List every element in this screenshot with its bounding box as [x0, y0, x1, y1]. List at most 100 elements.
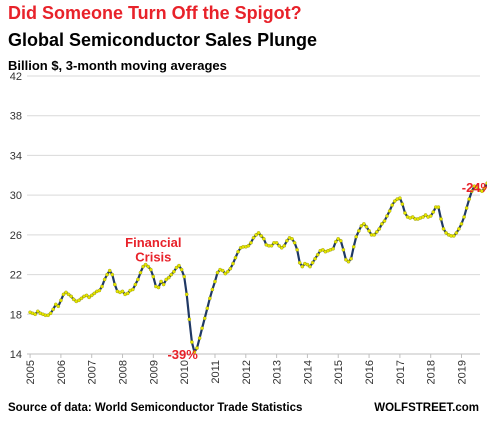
data-point	[454, 231, 459, 235]
x-axis-ticks: 2005 2006 2007 2008 2009 2010 2011 2012 2013 2014…	[25, 354, 469, 384]
annotation-label: -39%	[167, 347, 198, 362]
data-point	[213, 279, 217, 284]
data-point	[125, 291, 130, 296]
series-line	[29, 181, 487, 354]
data-point	[315, 252, 320, 257]
data-point	[105, 272, 109, 277]
data-point	[277, 244, 281, 248]
data-point	[300, 264, 305, 269]
data-point	[179, 267, 184, 272]
gridlines	[27, 75, 480, 355]
data-point	[344, 257, 348, 262]
data-point	[470, 189, 474, 193]
data-point	[480, 189, 484, 193]
data-point	[79, 296, 84, 301]
y-tick-label: 34	[10, 150, 22, 162]
x-tick-label: 2014	[302, 360, 314, 384]
data-point	[364, 225, 369, 229]
y-axis-ticks: 14 18 22 26 30 34 38 42	[10, 71, 22, 361]
data-point	[387, 209, 392, 213]
data-point	[274, 241, 279, 245]
data-point	[467, 197, 471, 201]
data-point	[77, 298, 81, 303]
data-point	[202, 316, 207, 321]
data-point	[285, 239, 289, 243]
annotation-label: Crisis	[135, 250, 171, 265]
data-point	[174, 265, 179, 270]
data-point	[87, 295, 91, 300]
data-point	[149, 267, 153, 272]
data-point	[482, 186, 487, 190]
data-point	[259, 234, 263, 238]
data-point	[403, 211, 407, 215]
data-point	[169, 272, 174, 277]
data-point	[308, 264, 312, 269]
data-point	[226, 269, 230, 274]
data-point	[197, 336, 202, 340]
data-point	[195, 346, 199, 350]
data-point	[113, 282, 117, 287]
data-point	[159, 279, 163, 284]
data-point	[382, 219, 387, 223]
data-point	[254, 233, 258, 237]
y-tick-label: 30	[10, 190, 22, 202]
data-point	[390, 203, 394, 207]
data-point	[69, 294, 73, 299]
data-point	[279, 246, 284, 250]
data-point	[375, 230, 379, 234]
data-point	[177, 263, 181, 268]
data-point	[56, 304, 61, 309]
series-path	[29, 181, 487, 354]
data-point	[249, 241, 253, 245]
data-point	[428, 214, 433, 218]
data-point	[48, 311, 53, 316]
data-point	[362, 222, 366, 226]
data-point	[341, 248, 346, 252]
chart-title: Did Someone Turn Off the Spigot?	[8, 3, 302, 23]
data-point	[64, 290, 68, 295]
x-tick-label: 2010	[179, 360, 191, 384]
annotation-label: -24%	[462, 180, 487, 195]
data-point	[377, 227, 382, 231]
data-point	[421, 215, 425, 219]
data-point	[220, 268, 225, 273]
data-point	[51, 307, 55, 312]
y-tick-label: 26	[10, 230, 22, 242]
data-point	[89, 293, 94, 298]
x-tick-label: 2015	[333, 360, 345, 384]
data-point	[385, 214, 389, 218]
data-point	[251, 236, 256, 240]
x-tick-label: 2006	[56, 360, 68, 384]
data-point	[172, 269, 176, 274]
data-point	[339, 239, 343, 243]
data-point	[131, 287, 135, 292]
data-point	[246, 244, 251, 248]
data-point	[336, 237, 340, 241]
data-point	[269, 244, 274, 248]
data-point	[143, 262, 148, 267]
data-point	[292, 241, 297, 245]
data-point	[84, 293, 89, 298]
data-point	[161, 282, 166, 287]
data-point	[462, 215, 466, 219]
data-point	[464, 206, 469, 210]
data-point	[187, 317, 192, 322]
x-tick-label: 2017	[395, 360, 407, 384]
data-point	[392, 199, 397, 203]
data-point	[33, 312, 37, 317]
data-point	[92, 291, 97, 296]
data-point	[36, 309, 40, 314]
data-point	[236, 249, 240, 254]
data-point	[54, 302, 58, 307]
data-point	[233, 255, 238, 260]
data-point	[164, 277, 168, 282]
data-point	[321, 248, 325, 252]
data-point	[215, 270, 220, 275]
data-point	[100, 284, 104, 289]
data-point	[61, 292, 66, 297]
data-point	[331, 247, 335, 251]
data-point	[223, 271, 228, 276]
data-point	[459, 222, 464, 226]
data-point	[452, 234, 456, 238]
brand-credit: WOLFSTREET.com	[374, 402, 479, 414]
